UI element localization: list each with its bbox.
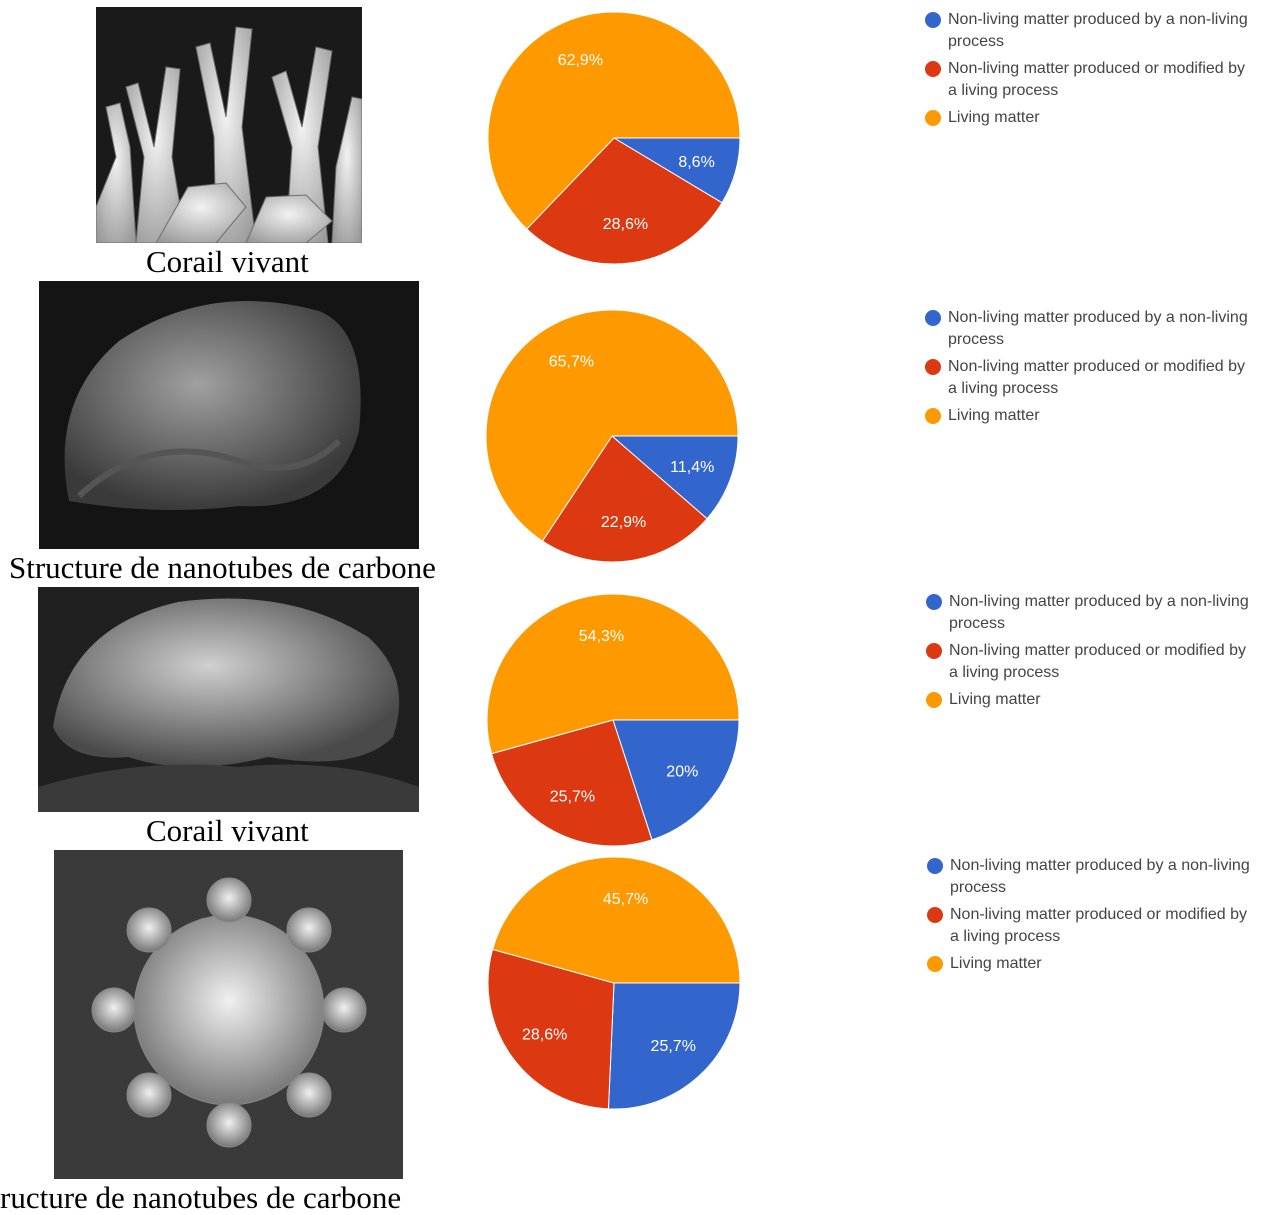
- slice-label: 45,7%: [603, 891, 648, 908]
- slice-non-living-living: [526, 137, 723, 265]
- legend-item-non-living-non-living: Non-living matter produced by a non-livi…: [925, 9, 1265, 53]
- legend-1: Non-living matter produced by a non-livi…: [925, 9, 1265, 134]
- slice-label: 25,7%: [550, 788, 595, 805]
- slice-non-living-non-living: [612, 719, 740, 841]
- caption-3: Corail vivant: [146, 813, 309, 848]
- slice-label: 11,4%: [670, 459, 714, 476]
- slice-label: 54,3%: [579, 628, 624, 645]
- slice-label: 28,6%: [603, 216, 648, 233]
- legend-dot-orange: [927, 956, 943, 972]
- legend-2: Non-living matter produced by a non-livi…: [925, 307, 1265, 432]
- photo-coral-2: [38, 587, 419, 812]
- legend-label: Non-living matter produced by a non-livi…: [948, 11, 1248, 50]
- legend-label: Non-living matter produced or modified b…: [948, 60, 1246, 99]
- slice-label: 62,9%: [558, 52, 603, 69]
- legend-dot-blue: [925, 12, 941, 28]
- legend-dot-orange: [925, 110, 941, 126]
- legend-item-non-living-non-living: Non-living matter produced by a non-livi…: [925, 307, 1265, 351]
- caption-1: Corail vivant: [146, 244, 309, 279]
- legend-label: Non-living matter produced by a non-livi…: [948, 309, 1248, 348]
- legend-item-non-living-living: Non-living matter produced or modified b…: [925, 58, 1265, 102]
- slice-label: 22,9%: [601, 514, 646, 531]
- legend-dot-orange: [926, 692, 942, 708]
- slice-living: [491, 856, 741, 984]
- legend-dot-red: [925, 61, 941, 77]
- legend-dot-red: [925, 359, 941, 375]
- legend-item-living: Living matter: [925, 405, 1265, 427]
- slice-label: 65,7%: [549, 354, 594, 371]
- slice-non-living-non-living: [612, 137, 741, 204]
- legend-label: Living matter: [948, 407, 1040, 424]
- legend-3: Non-living matter produced by a non-livi…: [926, 591, 1266, 716]
- slice-label: 8,6%: [678, 154, 714, 171]
- legend-label: Non-living matter produced or modified b…: [948, 358, 1246, 397]
- legend-item-living: Living matter: [927, 953, 1267, 975]
- legend-item-non-living-non-living: Non-living matter produced by a non-livi…: [927, 855, 1267, 899]
- legend-label: Living matter: [949, 691, 1041, 708]
- slice-label: 25,7%: [651, 1038, 696, 1055]
- legend-dot-red: [927, 907, 943, 923]
- slice-living: [485, 309, 739, 542]
- slice-non-living-living: [490, 719, 653, 847]
- legend-dot-red: [926, 643, 942, 659]
- legend-label: Non-living matter produced by a non-livi…: [950, 857, 1250, 896]
- slice-label: 28,6%: [522, 1026, 567, 1043]
- legend-item-non-living-living: Non-living matter produced or modified b…: [926, 640, 1266, 684]
- slice-non-living-living: [487, 948, 615, 1110]
- legend-item-living: Living matter: [925, 107, 1265, 129]
- photo-coral-1: [96, 7, 362, 243]
- legend-item-living: Living matter: [926, 689, 1266, 711]
- legend-4: Non-living matter produced by a non-livi…: [927, 855, 1267, 980]
- legend-label: Non-living matter produced by a non-livi…: [949, 593, 1249, 632]
- legend-label: Non-living matter produced or modified b…: [950, 906, 1248, 945]
- legend-item-non-living-non-living: Non-living matter produced by a non-livi…: [926, 591, 1266, 635]
- caption-2: Structure de nanotubes de carbone: [9, 550, 436, 585]
- slice-label: 20%: [666, 763, 698, 780]
- legend-label: Living matter: [950, 955, 1042, 972]
- legend-dot-blue: [927, 858, 943, 874]
- legend-label: Non-living matter produced or modified b…: [949, 642, 1247, 681]
- photo-nanotube-2: [54, 850, 403, 1179]
- slice-non-living-non-living: [607, 982, 741, 1110]
- caption-4: ructure de nanotubes de carbone: [0, 1180, 402, 1215]
- legend-label: Living matter: [948, 109, 1040, 126]
- legend-item-non-living-living: Non-living matter produced or modified b…: [925, 356, 1265, 400]
- legend-dot-blue: [925, 310, 941, 326]
- slice-living: [487, 11, 741, 230]
- legend-dot-orange: [925, 408, 941, 424]
- slice-non-living-non-living: [610, 435, 739, 520]
- legend-dot-blue: [926, 594, 942, 610]
- photo-nanotube-1: [39, 281, 419, 549]
- slice-non-living-living: [541, 435, 708, 563]
- legend-item-non-living-living: Non-living matter produced or modified b…: [927, 904, 1267, 948]
- slice-living: [486, 593, 740, 755]
